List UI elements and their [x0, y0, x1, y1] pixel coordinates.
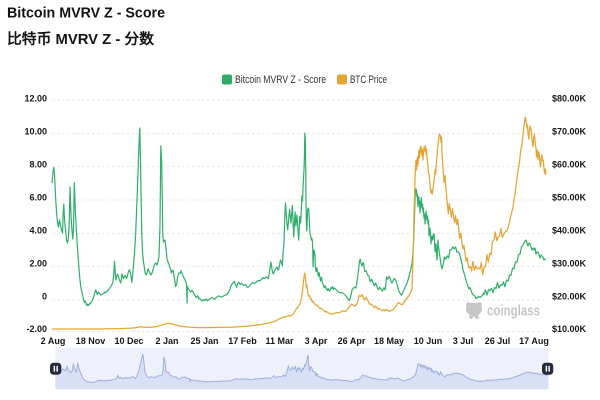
svg-text:$80.00K: $80.00K	[552, 94, 587, 104]
svg-text:10 Dec: 10 Dec	[114, 336, 143, 346]
svg-text:3 Jul: 3 Jul	[453, 336, 474, 346]
svg-text:2.00: 2.00	[29, 258, 47, 268]
svg-text:12.00: 12.00	[24, 94, 47, 104]
svg-text:4.00: 4.00	[29, 225, 47, 235]
svg-text:26 Jul: 26 Jul	[485, 336, 511, 346]
svg-text:25 Jan: 25 Jan	[190, 336, 218, 346]
svg-text:2 Aug: 2 Aug	[41, 336, 66, 346]
svg-text:$20.00K: $20.00K	[552, 291, 587, 301]
svg-text:26 Apr: 26 Apr	[338, 336, 366, 346]
svg-text:8.00: 8.00	[29, 160, 47, 170]
svg-text:3 Apr: 3 Apr	[305, 336, 328, 346]
svg-text:17 Aug: 17 Aug	[519, 336, 549, 346]
svg-text:18 May: 18 May	[374, 336, 404, 346]
svg-text:10 Jun: 10 Jun	[414, 336, 443, 346]
svg-text:$30.00K: $30.00K	[552, 258, 587, 268]
svg-text:$50.00K: $50.00K	[552, 193, 587, 203]
svg-text:$70.00K: $70.00K	[552, 127, 587, 137]
svg-text:Bitcoin MVRV Z - Score: Bitcoin MVRV Z - Score	[235, 74, 326, 86]
svg-text:$60.00K: $60.00K	[552, 160, 587, 170]
svg-text:BTC Price: BTC Price	[350, 74, 387, 86]
svg-text:Bitcoin MVRV Z - Score: Bitcoin MVRV Z - Score	[7, 4, 165, 21]
svg-text:$10.00K: $10.00K	[552, 324, 587, 334]
svg-text:17 Feb: 17 Feb	[228, 336, 257, 346]
svg-text:比特币 MVRV Z - 分数: 比特币 MVRV Z - 分数	[7, 30, 155, 48]
svg-text:11 Mar: 11 Mar	[265, 336, 294, 346]
svg-text:$40.00K: $40.00K	[552, 225, 587, 235]
svg-text:6.00: 6.00	[29, 193, 47, 203]
svg-text:0: 0	[42, 291, 47, 301]
svg-text:-2.00: -2.00	[26, 324, 47, 334]
svg-text:2 Jan: 2 Jan	[155, 336, 178, 346]
svg-text:18 Nov: 18 Nov	[76, 336, 106, 346]
svg-text:coinglass: coinglass	[487, 303, 540, 320]
svg-text:10.00: 10.00	[24, 127, 47, 137]
